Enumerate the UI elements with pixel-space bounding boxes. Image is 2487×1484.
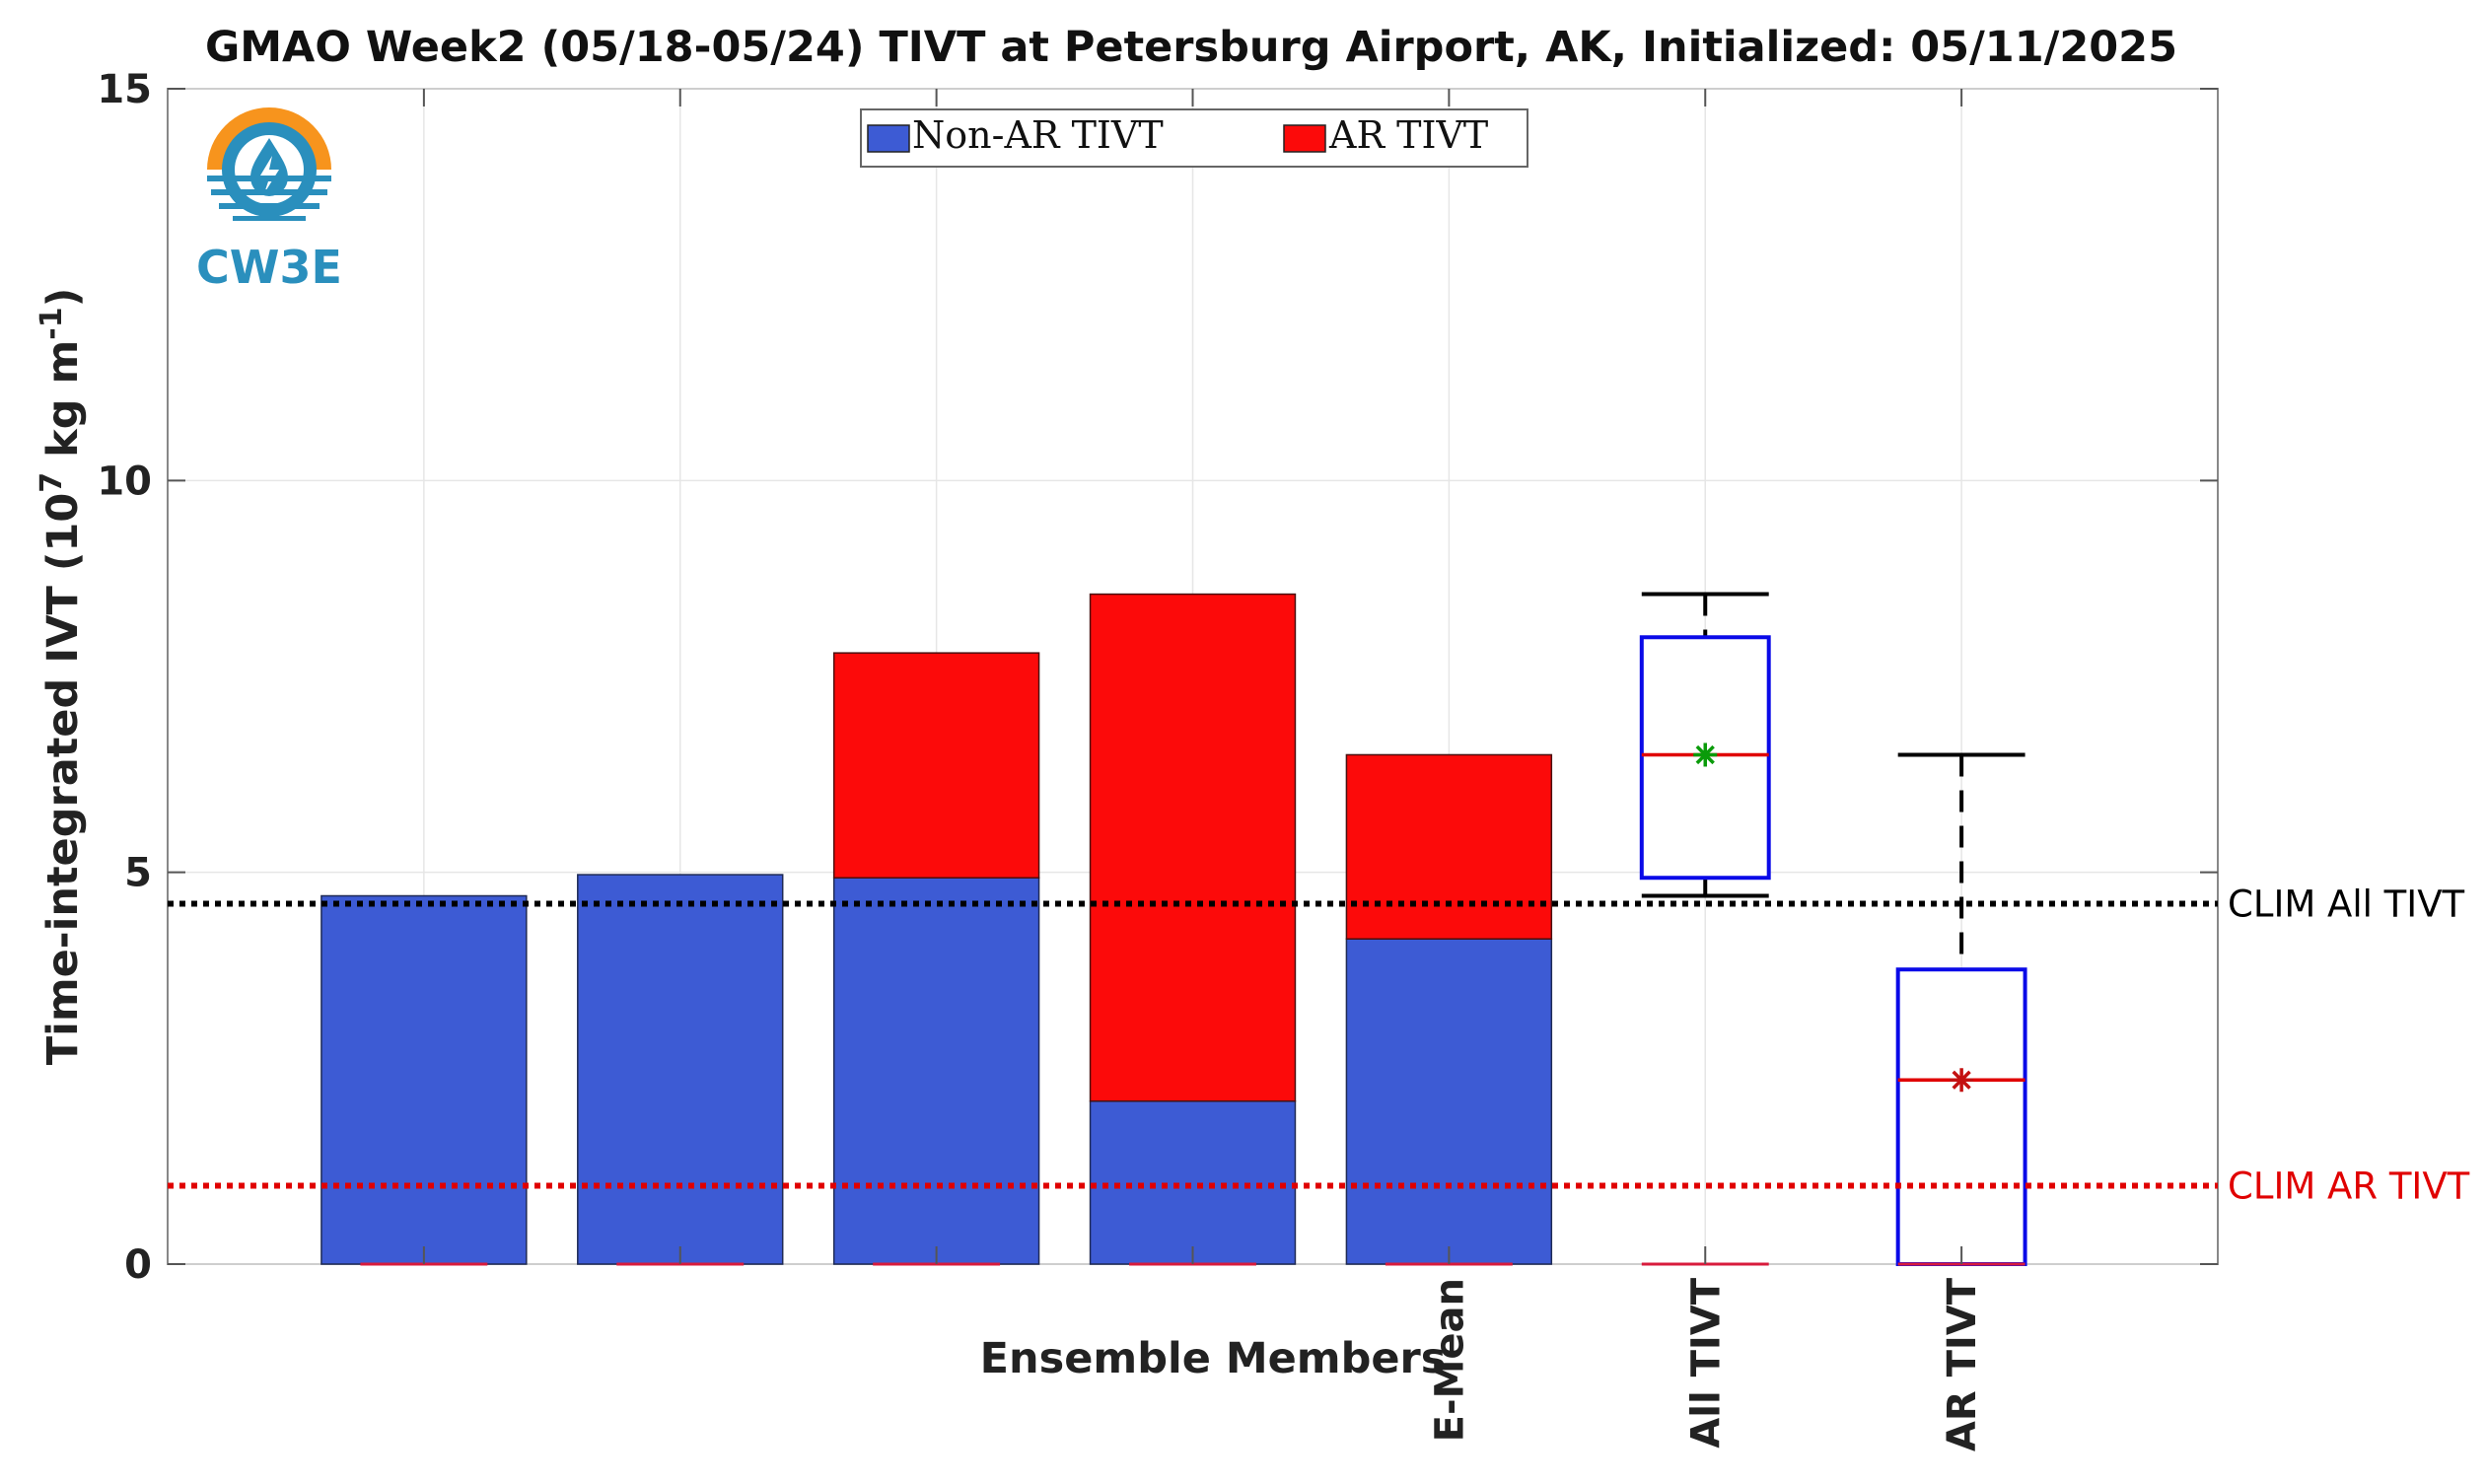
- x-tick-label: All TIVT: [1683, 1277, 1729, 1448]
- legend: Non-AR TIVT AR TIVT: [860, 108, 1528, 168]
- cw3e-logo: CW3E: [196, 107, 342, 294]
- x-axis-label: Ensemble Members: [980, 1334, 1447, 1383]
- legend-swatch-ar: [1283, 124, 1326, 153]
- reference-line-label: CLIM All TIVT: [2228, 883, 2465, 925]
- logo-wave-2: [211, 189, 327, 195]
- y-axis-label-exponent: 7: [35, 472, 69, 493]
- y-tick-label: 0: [124, 1242, 152, 1288]
- logo-wave-3: [219, 203, 320, 209]
- bar-non-ar: [832, 877, 1040, 1265]
- bar-ar: [1089, 593, 1297, 1102]
- bar-ar: [1345, 753, 1553, 940]
- y-tick-label: 5: [124, 851, 152, 896]
- y-tick-label: 10: [97, 459, 152, 504]
- box: [1895, 967, 2027, 1266]
- reference-line-label: CLIM AR TIVT: [2228, 1166, 2470, 1208]
- reference-lines: CLIM All TIVT CLIM AR TIVT: [168, 883, 2470, 1208]
- bar-ar: [832, 652, 1040, 879]
- y-axis-label: Time-integrated IVT (107 kg m-1): [35, 288, 88, 1065]
- chart-title: GMAO Week2 (05/18-05/24) TIVT at Petersb…: [205, 23, 2177, 72]
- y-axis-label-exponent2: -1: [35, 307, 69, 339]
- legend-label-non-ar: Non-AR TIVT: [912, 113, 1164, 157]
- bars: [320, 593, 1553, 1266]
- legend-label-ar: AR TIVT: [1328, 113, 1488, 157]
- box-mean-stroke: [1952, 1070, 1971, 1090]
- logo-wave-1: [207, 176, 331, 181]
- bar-non-ar: [1345, 938, 1553, 1265]
- x-axis-ticks: E-Mean All TIVT AR TIVT: [422, 89, 1985, 1451]
- x-tick-label: AR TIVT: [1940, 1277, 1985, 1451]
- y-axis-ticks: 0 5 10 15: [97, 67, 2218, 1288]
- y-axis-label-main: Time-integrated IVT (10: [38, 493, 88, 1066]
- y-axis-label-end: ): [38, 288, 88, 308]
- y-tick-label: 15: [97, 67, 152, 112]
- bar-non-ar: [577, 874, 784, 1265]
- logo-text: CW3E: [196, 241, 342, 294]
- x-tick-label: E-Mean: [1427, 1278, 1472, 1442]
- logo-bolt-icon: [260, 156, 279, 193]
- bar-non-ar: [1089, 1099, 1297, 1265]
- legend-box: [860, 108, 1528, 168]
- boxplots: [1639, 592, 2027, 1266]
- box-mean-marker: [1693, 742, 1718, 767]
- bar-non-ar: [320, 894, 528, 1265]
- logo-wave-4: [233, 216, 306, 221]
- legend-swatch-non-ar: [867, 124, 910, 153]
- box-mean-stroke: [1695, 744, 1715, 765]
- y-axis-label-unit: kg m: [38, 340, 88, 472]
- box-mean-marker: [1950, 1068, 1974, 1093]
